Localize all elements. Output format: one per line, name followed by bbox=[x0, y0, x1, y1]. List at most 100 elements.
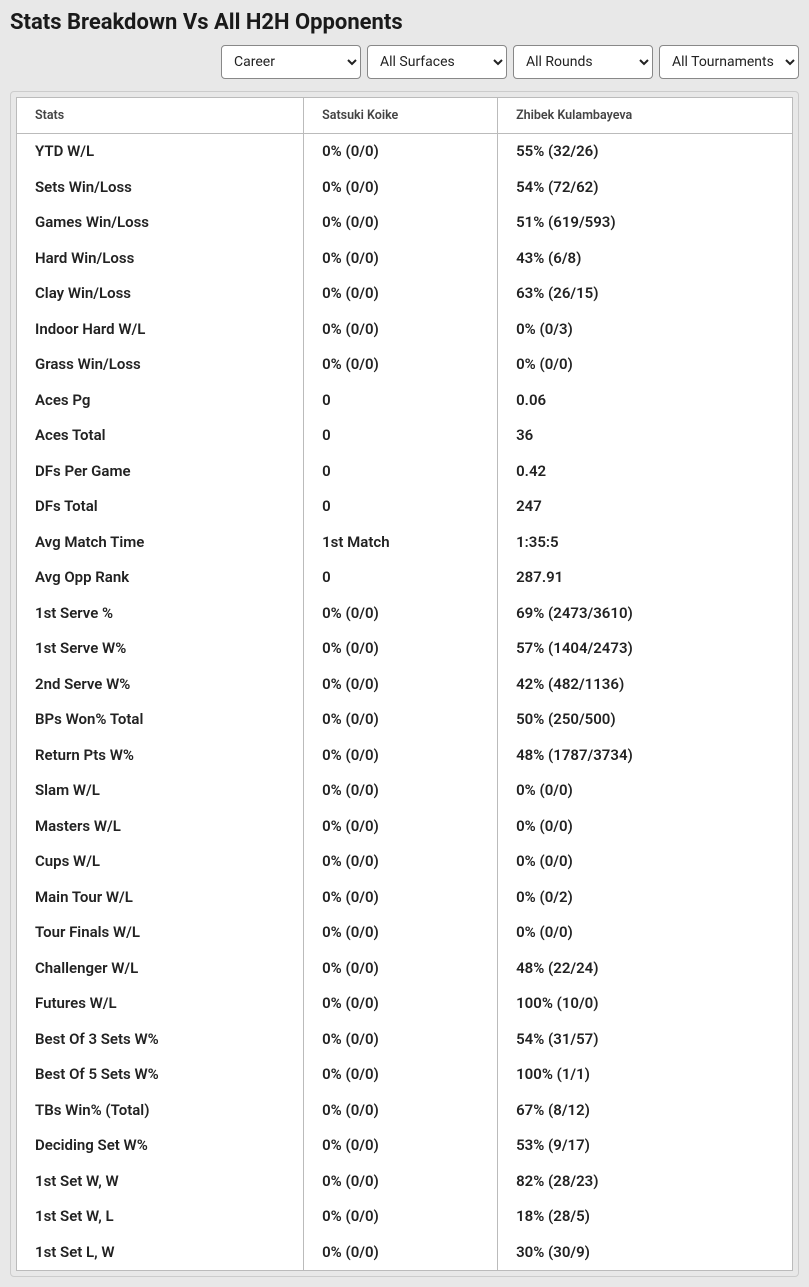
table-row: Return Pts W%0% (0/0)48% (1787/3734) bbox=[17, 738, 793, 774]
stat-value-cell: 0 bbox=[304, 560, 498, 596]
stat-name-cell: Challenger W/L bbox=[17, 951, 304, 987]
stat-value-cell: 0% (0/0) bbox=[304, 1164, 498, 1200]
stat-value-cell: 42% (482/1136) bbox=[498, 667, 793, 703]
table-row: Games Win/Loss0% (0/0)51% (619/593) bbox=[17, 205, 793, 241]
stat-value-cell: 50% (250/500) bbox=[498, 702, 793, 738]
stat-value-cell: 36 bbox=[498, 418, 793, 454]
surfaces-select[interactable]: All Surfaces bbox=[367, 45, 507, 79]
stat-value-cell: 0% (0/0) bbox=[304, 986, 498, 1022]
table-row: Clay Win/Loss0% (0/0)63% (26/15) bbox=[17, 276, 793, 312]
table-row: YTD W/L0% (0/0)55% (32/26) bbox=[17, 134, 793, 170]
table-row: Futures W/L0% (0/0)100% (10/0) bbox=[17, 986, 793, 1022]
stat-value-cell: 0% (0/0) bbox=[304, 915, 498, 951]
stat-value-cell: 63% (26/15) bbox=[498, 276, 793, 312]
table-row: 1st Serve %0% (0/0)69% (2473/3610) bbox=[17, 596, 793, 632]
stat-value-cell: 0% (0/0) bbox=[304, 205, 498, 241]
stat-value-cell: 100% (1/1) bbox=[498, 1057, 793, 1093]
stat-name-cell: Aces Total bbox=[17, 418, 304, 454]
stat-value-cell: 0% (0/0) bbox=[304, 170, 498, 206]
stat-name-cell: Avg Opp Rank bbox=[17, 560, 304, 596]
stat-name-cell: YTD W/L bbox=[17, 134, 304, 170]
stat-name-cell: Futures W/L bbox=[17, 986, 304, 1022]
stat-name-cell: BPs Won% Total bbox=[17, 702, 304, 738]
stat-value-cell: 0% (0/0) bbox=[304, 1057, 498, 1093]
career-select[interactable]: Career bbox=[221, 45, 361, 79]
table-row: Sets Win/Loss0% (0/0)54% (72/62) bbox=[17, 170, 793, 206]
stat-value-cell: 43% (6/8) bbox=[498, 241, 793, 277]
stat-value-cell: 0% (0/0) bbox=[304, 1128, 498, 1164]
stat-value-cell: 0% (0/0) bbox=[304, 738, 498, 774]
stat-value-cell: 0% (0/2) bbox=[498, 880, 793, 916]
stat-name-cell: 1st Set W, L bbox=[17, 1199, 304, 1235]
stat-name-cell: 1st Serve W% bbox=[17, 631, 304, 667]
table-row: Grass Win/Loss0% (0/0)0% (0/0) bbox=[17, 347, 793, 383]
table-row: 1st Set W, W0% (0/0)82% (28/23) bbox=[17, 1164, 793, 1200]
stat-name-cell: Clay Win/Loss bbox=[17, 276, 304, 312]
table-header-row: Stats Satsuki Koike Zhibek Kulambayeva bbox=[17, 98, 793, 134]
stat-value-cell: 0% (0/0) bbox=[304, 241, 498, 277]
stat-value-cell: 0% (0/0) bbox=[304, 1235, 498, 1271]
stat-value-cell: 0% (0/0) bbox=[498, 844, 793, 880]
stat-name-cell: Best Of 3 Sets W% bbox=[17, 1022, 304, 1058]
table-row: Best Of 3 Sets W%0% (0/0)54% (31/57) bbox=[17, 1022, 793, 1058]
stat-value-cell: 30% (30/9) bbox=[498, 1235, 793, 1271]
col-header-player2: Zhibek Kulambayeva bbox=[498, 98, 793, 134]
stat-name-cell: Return Pts W% bbox=[17, 738, 304, 774]
rounds-select[interactable]: All Rounds bbox=[513, 45, 653, 79]
stat-name-cell: Indoor Hard W/L bbox=[17, 312, 304, 348]
table-row: DFs Per Game00.42 bbox=[17, 454, 793, 490]
stat-value-cell: 0% (0/0) bbox=[304, 312, 498, 348]
stat-value-cell: 287.91 bbox=[498, 560, 793, 596]
stat-value-cell: 0% (0/0) bbox=[304, 809, 498, 845]
table-row: Avg Match Time1st Match1:35:5 bbox=[17, 525, 793, 561]
table-row: 1st Set W, L0% (0/0)18% (28/5) bbox=[17, 1199, 793, 1235]
stat-value-cell: 48% (1787/3734) bbox=[498, 738, 793, 774]
stat-value-cell: 0% (0/0) bbox=[304, 667, 498, 703]
table-row: Deciding Set W%0% (0/0)53% (9/17) bbox=[17, 1128, 793, 1164]
table-row: Tour Finals W/L0% (0/0)0% (0/0) bbox=[17, 915, 793, 951]
table-row: Best Of 5 Sets W%0% (0/0)100% (1/1) bbox=[17, 1057, 793, 1093]
stat-value-cell: 0% (0/0) bbox=[304, 596, 498, 632]
tournaments-select[interactable]: All Tournaments bbox=[659, 45, 799, 79]
stat-name-cell: Grass Win/Loss bbox=[17, 347, 304, 383]
stat-value-cell: 0% (0/0) bbox=[304, 134, 498, 170]
stat-value-cell: 82% (28/23) bbox=[498, 1164, 793, 1200]
table-row: Main Tour W/L0% (0/0)0% (0/2) bbox=[17, 880, 793, 916]
stat-name-cell: Slam W/L bbox=[17, 773, 304, 809]
stat-value-cell: 0% (0/0) bbox=[304, 276, 498, 312]
stat-name-cell: Deciding Set W% bbox=[17, 1128, 304, 1164]
stat-name-cell: Hard Win/Loss bbox=[17, 241, 304, 277]
stat-name-cell: 1st Set W, W bbox=[17, 1164, 304, 1200]
table-row: Masters W/L0% (0/0)0% (0/0) bbox=[17, 809, 793, 845]
stat-value-cell: 67% (8/12) bbox=[498, 1093, 793, 1129]
stat-name-cell: Cups W/L bbox=[17, 844, 304, 880]
filters-bar: Career All Surfaces All Rounds All Tourn… bbox=[0, 41, 809, 91]
stat-value-cell: 51% (619/593) bbox=[498, 205, 793, 241]
stat-value-cell: 0% (0/3) bbox=[498, 312, 793, 348]
table-row: Cups W/L0% (0/0)0% (0/0) bbox=[17, 844, 793, 880]
stat-value-cell: 0% (0/0) bbox=[304, 1022, 498, 1058]
stat-name-cell: Masters W/L bbox=[17, 809, 304, 845]
stat-value-cell: 0% (0/0) bbox=[304, 773, 498, 809]
table-row: Aces Total036 bbox=[17, 418, 793, 454]
stat-value-cell: 48% (22/24) bbox=[498, 951, 793, 987]
stat-value-cell: 53% (9/17) bbox=[498, 1128, 793, 1164]
stat-value-cell: 100% (10/0) bbox=[498, 986, 793, 1022]
table-row: BPs Won% Total0% (0/0)50% (250/500) bbox=[17, 702, 793, 738]
stat-value-cell: 0% (0/0) bbox=[498, 809, 793, 845]
table-row: 2nd Serve W%0% (0/0)42% (482/1136) bbox=[17, 667, 793, 703]
table-row: 1st Set L, W0% (0/0)30% (30/9) bbox=[17, 1235, 793, 1271]
stat-value-cell: 0% (0/0) bbox=[304, 1199, 498, 1235]
table-row: Avg Opp Rank0287.91 bbox=[17, 560, 793, 596]
stat-name-cell: DFs Per Game bbox=[17, 454, 304, 490]
stat-name-cell: 1st Set L, W bbox=[17, 1235, 304, 1271]
stat-value-cell: 0 bbox=[304, 489, 498, 525]
table-row: Slam W/L0% (0/0)0% (0/0) bbox=[17, 773, 793, 809]
stat-value-cell: 0% (0/0) bbox=[304, 951, 498, 987]
table-row: 1st Serve W%0% (0/0)57% (1404/2473) bbox=[17, 631, 793, 667]
stat-value-cell: 1st Match bbox=[304, 525, 498, 561]
stat-value-cell: 54% (31/57) bbox=[498, 1022, 793, 1058]
stat-value-cell: 0 bbox=[304, 454, 498, 490]
stat-value-cell: 0% (0/0) bbox=[304, 347, 498, 383]
stat-value-cell: 0.42 bbox=[498, 454, 793, 490]
